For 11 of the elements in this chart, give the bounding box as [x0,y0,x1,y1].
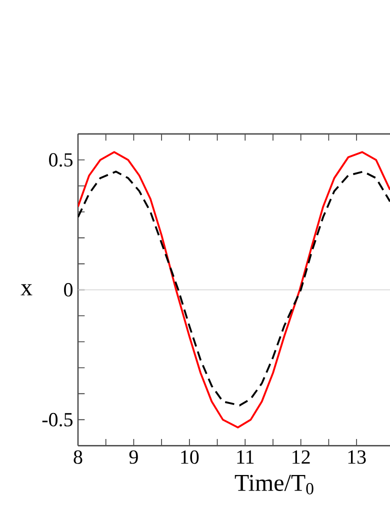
x-tick-label: 13 [348,450,366,464]
y-axis-title: x [20,284,32,296]
x-tick-label: 11 [237,450,254,464]
x-tick-label: 8 [74,450,82,464]
x-axis-title: Time/T$_{0}$ [234,474,314,494]
y-tick-label: -0.5 [42,412,73,426]
y-tick-label: 0 [64,283,73,297]
x-tick-label: 12 [292,450,310,464]
y-tick-label: 0.5 [49,153,73,167]
x-tick-label: 9 [129,450,138,464]
x-tick-label: 10 [181,450,199,464]
